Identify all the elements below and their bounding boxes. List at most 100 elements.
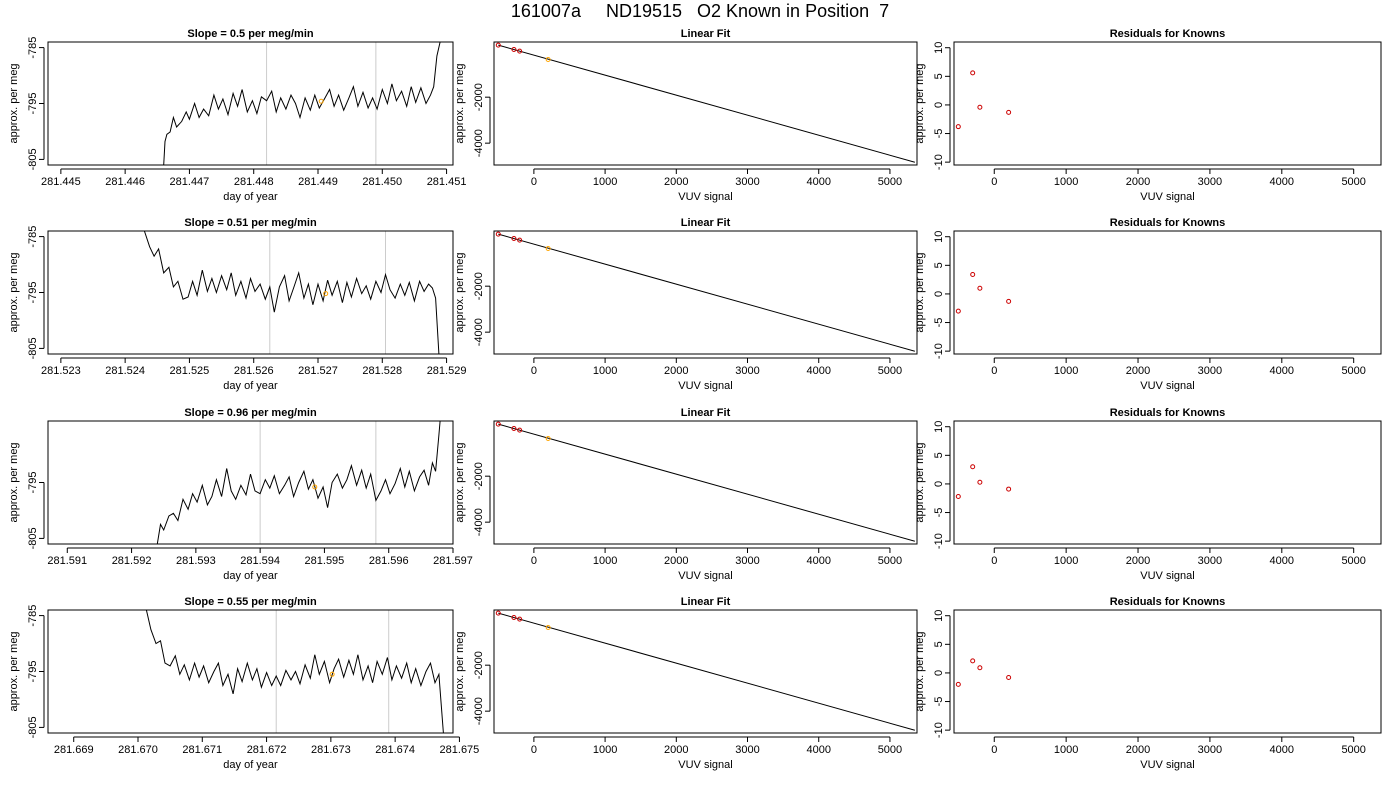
- x-tick-label: 281.595: [305, 555, 345, 567]
- y-axis-label: approx. per meg: [8, 631, 20, 711]
- y-tick-label: -5: [933, 697, 945, 707]
- x-tick-label: 281.597: [433, 555, 473, 567]
- x-tick-label: 2000: [1126, 744, 1150, 756]
- x-tick-label: 281.669: [54, 744, 94, 756]
- y-axis-label: approx. per meg: [454, 63, 466, 143]
- plot-frame: [47, 420, 454, 545]
- plot-frame: [47, 609, 454, 734]
- x-tick-label: 281.446: [105, 176, 145, 188]
- x-tick-label: 5000: [878, 176, 902, 188]
- y-tick-label: -4000: [473, 318, 485, 346]
- x-tick-label: 4000: [806, 744, 830, 756]
- known-point: [495, 42, 501, 48]
- x-tick-label: 1000: [1054, 744, 1078, 756]
- known-point: [977, 104, 983, 110]
- x-tick-label: 281.451: [427, 176, 467, 188]
- x-tick-label: 2000: [664, 365, 688, 377]
- x-tick-label: 3000: [735, 365, 759, 377]
- known-point: [511, 425, 517, 431]
- known-point: [955, 681, 961, 687]
- known-point: [955, 308, 961, 314]
- x-tick-label: 0: [531, 744, 537, 756]
- x-tick-label: 2000: [1126, 176, 1150, 188]
- x-tick-label: 2000: [664, 555, 688, 567]
- plot-frame: [953, 41, 1382, 166]
- plot-frame: [493, 230, 918, 355]
- x-tick-label: 1000: [1054, 176, 1078, 188]
- x-tick-label: 281.526: [234, 365, 274, 377]
- chart-panel-1: 281.445 281.446 281.447 281.448 281.449 281.4…: [8, 28, 466, 203]
- x-tick-label: 281.445: [41, 176, 81, 188]
- y-axis-label: approx. per meg: [8, 442, 20, 522]
- panel-title: Slope = 0.51 per meg/min: [184, 217, 317, 229]
- known-point: [511, 235, 517, 241]
- x-tick-label: 4000: [1270, 744, 1294, 756]
- y-tick-label: 0: [933, 291, 945, 297]
- x-tick-label: 5000: [1341, 744, 1365, 756]
- y-axis-label: approx. per meg: [454, 252, 466, 332]
- x-tick-label: 0: [531, 176, 537, 188]
- chart-panel-3: 0 1000 2000 3000 4000 5000 10 5 0 -5 -10 Residuals …: [914, 28, 1382, 203]
- x-tick-label: 281.671: [182, 744, 222, 756]
- x-tick-label: 2000: [664, 744, 688, 756]
- x-axis-label: VUV signal: [1140, 570, 1194, 582]
- x-tick-label: 3000: [1198, 555, 1222, 567]
- known-point: [970, 658, 976, 664]
- y-axis-label: approx. per meg: [914, 252, 926, 332]
- x-tick-label: 0: [991, 555, 997, 567]
- y-tick-label: -10: [933, 722, 945, 738]
- x-tick-label: 1000: [1054, 365, 1078, 377]
- y-tick-label: -795: [27, 471, 39, 493]
- known-point: [517, 616, 523, 622]
- x-tick-label: 5000: [878, 555, 902, 567]
- plot-frame: [493, 420, 918, 545]
- x-tick-label: 3000: [1198, 176, 1222, 188]
- known-point: [970, 464, 976, 470]
- y-tick-label: 0: [933, 670, 945, 676]
- x-tick-label: 281.593: [176, 555, 216, 567]
- y-tick-label: -2000: [473, 651, 485, 679]
- x-tick-label: 4000: [1270, 365, 1294, 377]
- chart-panel-6: 0 1000 2000 3000 4000 5000 10 5 0 -5 -10 Residuals …: [914, 217, 1382, 392]
- x-tick-label: 1000: [593, 176, 617, 188]
- y-tick-label: -785: [27, 605, 39, 627]
- highlight-point: [323, 291, 329, 297]
- y-tick-label: -795: [27, 92, 39, 114]
- plot-frame: [953, 420, 1382, 545]
- y-tick-label: 10: [933, 231, 945, 243]
- y-tick-label: -10: [933, 154, 945, 170]
- plot-frame: [493, 41, 918, 166]
- y-axis-label: approx. per meg: [454, 631, 466, 711]
- y-tick-label: 5: [933, 262, 945, 268]
- y-tick-label: -2000: [473, 272, 485, 300]
- y-tick-label: 0: [933, 481, 945, 487]
- panel-title: Residuals for Knowns: [1110, 407, 1226, 419]
- y-tick-label: -785: [27, 37, 39, 59]
- y-tick-label: -4000: [473, 129, 485, 157]
- x-tick-label: 4000: [1270, 176, 1294, 188]
- chart-panel-9: 0 1000 2000 3000 4000 5000 10 5 0 -5 -10 Residuals …: [914, 407, 1382, 582]
- plot-frame: [953, 609, 1382, 734]
- plot-frame: [493, 609, 918, 734]
- plot-frame: [47, 41, 454, 166]
- panel-title: Residuals for Knowns: [1110, 28, 1226, 40]
- page-title: 161007a ND19515 O2 Known in Position 7: [510, 1, 890, 21]
- x-tick-label: 281.591: [47, 555, 87, 567]
- known-point: [970, 70, 976, 76]
- x-tick-label: 3000: [735, 176, 759, 188]
- data-line: [145, 610, 444, 733]
- known-point: [517, 427, 523, 433]
- data-line: [163, 42, 441, 165]
- x-tick-label: 5000: [1341, 555, 1365, 567]
- chart-panel-2: 0 1000 2000 3000 4000 5000 -2000 -4000 Linear Fi…: [454, 28, 918, 203]
- y-tick-label: -10: [933, 533, 945, 549]
- x-tick-label: 4000: [806, 176, 830, 188]
- x-tick-label: 3000: [1198, 365, 1222, 377]
- x-tick-label: 281.670: [118, 744, 158, 756]
- fit-line: [498, 233, 915, 352]
- y-tick-label: -5: [933, 318, 945, 328]
- highlight-point: [312, 484, 318, 490]
- highlight-point: [329, 671, 335, 677]
- highlight-point: [545, 56, 551, 62]
